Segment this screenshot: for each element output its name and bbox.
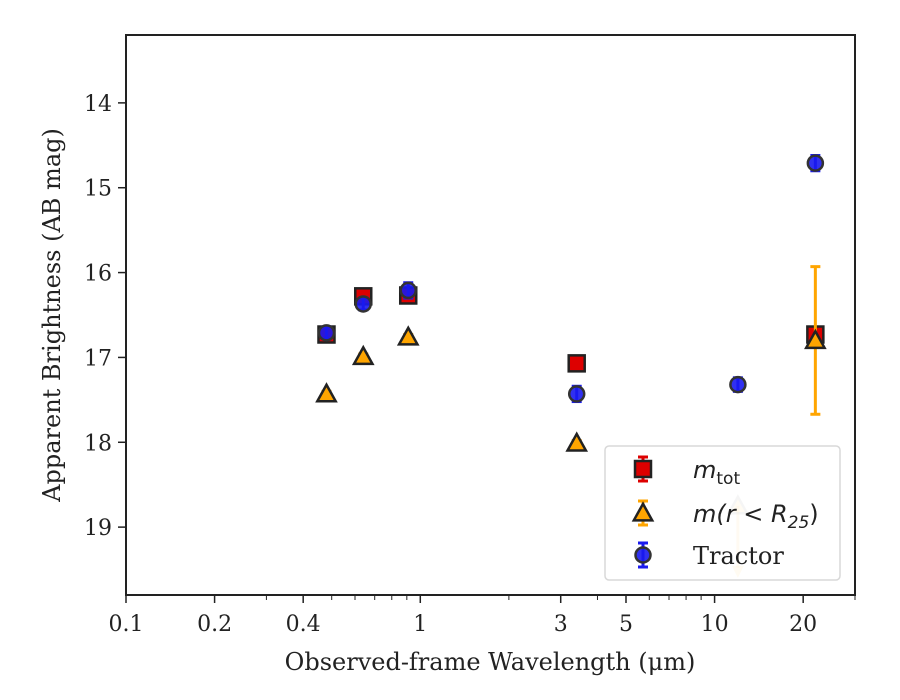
data-point-shape (354, 295, 373, 313)
legend-label: Tractor (693, 542, 784, 570)
legend-marker (631, 501, 655, 522)
data-point-shape (351, 344, 375, 366)
plot-frame (125, 34, 856, 596)
series-square (317, 286, 825, 373)
data-point (399, 281, 417, 300)
legend-label-subscript: tot (716, 469, 740, 489)
data-point (729, 375, 747, 394)
y-tick-label: 14 (84, 92, 112, 117)
data-point-shape (399, 281, 417, 300)
data-point-shape (567, 354, 586, 373)
legend-marker (633, 459, 653, 479)
data-point-shape (396, 325, 420, 346)
data-point (567, 385, 586, 403)
legend-marker (634, 546, 652, 564)
y-tick-label: 19 (84, 516, 112, 541)
legend-box (604, 445, 841, 581)
legend-marker-shape (633, 459, 653, 479)
legend-label: m(r < R25) (693, 500, 819, 533)
legend-label: mtot (693, 456, 740, 489)
y-tick-label: 17 (84, 346, 112, 371)
data-point (315, 382, 338, 403)
x-tick-label: 0.1 (109, 612, 144, 637)
x-tick-label: 0.4 (286, 612, 321, 637)
data-point (354, 295, 373, 313)
data-point (565, 431, 589, 452)
data-point (317, 324, 336, 342)
x-tick-label: 0.2 (197, 612, 232, 637)
x-tick-label: 10 (701, 612, 729, 637)
data-point-shape (567, 385, 586, 403)
data-point (806, 154, 825, 172)
legend-marker-shape (631, 501, 655, 522)
data-point-shape (315, 382, 338, 403)
y-tick-label: 15 (84, 177, 112, 202)
legend-label-tail: ) (809, 500, 818, 528)
x-axis-label: Observed-frame Wavelength (μm) (285, 648, 696, 676)
data-point-shape (565, 431, 589, 452)
x-tick-label: 5 (619, 612, 633, 637)
data-point (567, 354, 586, 373)
legend-label-base: m (693, 456, 716, 484)
data-point-shape (806, 154, 825, 172)
legend-label-subscript: 25 (788, 513, 810, 533)
series-circle (317, 153, 825, 404)
series-triangle (315, 265, 827, 452)
data-point-shape (804, 328, 827, 350)
x-tick-label: 1 (413, 612, 427, 637)
legend: mtot m(r < R25) Tractor (604, 445, 841, 581)
y-tick-label: 16 (84, 262, 112, 287)
legend-label-base: m(r < R (693, 500, 788, 528)
legend-marker-shape (634, 546, 652, 564)
data-point-shape (729, 375, 747, 394)
x-tick-label: 20 (789, 612, 817, 637)
axis-ticks: 0.1 0.2 0.4 1 3 5 10 20 14 15 16 17 18 19 (84, 92, 856, 637)
y-tick-label: 18 (84, 431, 112, 456)
data-point (804, 328, 827, 350)
x-tick-label: 3 (554, 612, 568, 637)
data-point-shape (317, 324, 336, 342)
data-point (351, 344, 375, 366)
data-layer (315, 153, 827, 452)
y-axis-label: Apparent Brightness (AB mag) (38, 128, 66, 503)
data-point (396, 325, 420, 346)
